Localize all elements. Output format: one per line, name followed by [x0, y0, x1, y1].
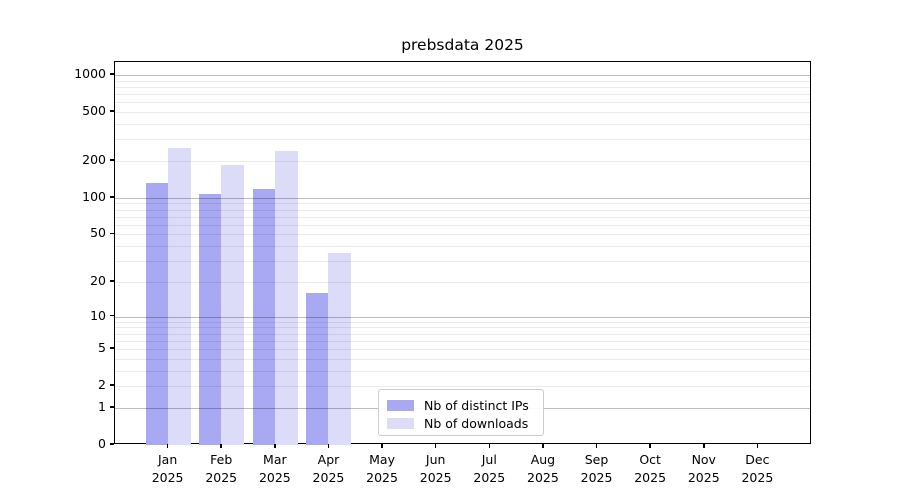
- y-axis-tick: [110, 159, 114, 161]
- grid-line-minor: [115, 321, 810, 323]
- grid-line-minor: [115, 358, 810, 360]
- x-axis-tick-label: Jul 2025: [473, 452, 506, 485]
- grid-line-minor: [115, 124, 810, 126]
- x-axis-tick: [220, 444, 222, 448]
- legend-swatch-distinct-ips: [387, 399, 414, 411]
- bar-distinct-ips-apr: [306, 293, 330, 445]
- grid-line-minor: [115, 112, 810, 114]
- bar-downloads-feb: [221, 164, 245, 445]
- grid-line-major: [115, 75, 810, 77]
- bar-distinct-ips-jan: [145, 183, 169, 445]
- x-axis-tick-label: Aug 2025: [527, 452, 559, 485]
- y-axis-tick-label: 200: [82, 152, 106, 168]
- x-axis-tick-label: Jan 2025: [151, 452, 184, 485]
- x-axis-tick: [434, 444, 437, 448]
- grid-line-minor: [115, 349, 810, 351]
- legend-label-distinct-ips: Nb of distinct IPs: [424, 397, 529, 413]
- grid-line-minor: [115, 246, 810, 248]
- y-axis-tick-label: 1000: [74, 66, 106, 82]
- y-axis-tick-label: 10: [90, 307, 106, 323]
- y-axis-tick: [110, 347, 114, 349]
- legend: Nb of distinct IPs Nb of downloads: [378, 389, 544, 436]
- grid-line-minor: [115, 340, 810, 342]
- grid-line-minor: [115, 333, 810, 335]
- y-axis-tick-label: 2: [98, 377, 106, 393]
- grid-line-minor: [115, 209, 810, 211]
- grid-line-major: [115, 316, 810, 318]
- y-axis-tick-label: 100: [82, 188, 106, 204]
- grid-line-minor: [115, 370, 810, 372]
- y-axis-tick-label: 5: [98, 340, 106, 356]
- grid-line-minor: [115, 86, 810, 88]
- grid-line-minor: [115, 327, 810, 329]
- legend-swatch-downloads: [387, 417, 414, 429]
- grid-line-minor: [115, 139, 810, 141]
- y-axis-tick-label: 0: [98, 436, 106, 451]
- x-axis-tick: [327, 444, 330, 448]
- legend-item-downloads: Nb of downloads: [387, 414, 535, 432]
- y-axis-tick-label: 1: [98, 398, 106, 414]
- bar-distinct-ips-feb: [199, 193, 223, 445]
- grid-line-minor: [115, 203, 810, 205]
- x-axis-tick-label: Jun 2025: [419, 452, 452, 485]
- x-axis-tick-label: Nov 2025: [687, 452, 720, 485]
- grid-line-minor: [115, 386, 810, 388]
- x-axis-tick-label: Oct 2025: [634, 452, 667, 485]
- legend-label-downloads: Nb of downloads: [424, 415, 529, 431]
- legend-item-distinct-ips: Nb of distinct IPs: [387, 396, 535, 414]
- x-axis-tick-label: May 2025: [366, 452, 398, 485]
- y-axis-tick: [110, 314, 114, 317]
- y-axis-tick: [110, 110, 114, 112]
- y-axis-tick: [110, 384, 114, 386]
- grid-line-major: [115, 197, 810, 199]
- plot-area: [114, 61, 811, 445]
- x-axis-tick: [488, 444, 491, 448]
- x-axis-tick-label: Mar 2025: [258, 452, 291, 485]
- x-axis-tick: [703, 444, 705, 448]
- x-axis-tick: [756, 444, 759, 448]
- bar-distinct-ips-mar: [252, 188, 276, 445]
- grid-line-minor: [115, 94, 810, 96]
- x-axis-tick: [649, 444, 651, 448]
- x-axis-tick: [381, 444, 383, 448]
- x-axis-tick-label: Feb 2025: [205, 452, 238, 485]
- y-axis-tick-label: 20: [90, 272, 106, 288]
- bar-downloads-mar: [274, 150, 298, 445]
- bar-downloads-apr: [328, 253, 352, 445]
- x-axis-tick: [595, 444, 598, 448]
- x-axis-tick-label: Sep 2025: [580, 452, 613, 485]
- grid-line-minor: [115, 281, 810, 283]
- x-axis-tick: [274, 444, 276, 448]
- grid-line-minor: [115, 261, 810, 263]
- y-axis-tick-label: 50: [90, 225, 106, 241]
- y-axis-tick: [110, 73, 114, 75]
- y-axis-tick: [110, 232, 114, 235]
- bar-downloads-jan: [167, 147, 191, 445]
- x-axis-tick: [542, 444, 544, 448]
- y-axis-tick: [110, 280, 114, 282]
- grid-line-minor: [115, 234, 810, 236]
- grid-line-minor: [115, 224, 810, 226]
- grid-line-minor: [115, 80, 810, 82]
- y-axis-tick: [110, 443, 114, 445]
- chart-title: prebsdata 2025: [401, 36, 524, 54]
- grid-line-minor: [115, 161, 810, 163]
- grid-line-minor: [115, 102, 810, 104]
- x-axis-tick: [166, 444, 169, 448]
- y-axis-tick-label: 500: [82, 103, 106, 119]
- x-axis-tick-label: Apr 2025: [312, 452, 345, 485]
- grid-line-minor: [115, 216, 810, 218]
- y-axis-tick: [110, 196, 114, 198]
- y-axis-tick: [110, 406, 114, 408]
- x-axis-tick-label: Dec 2025: [741, 452, 774, 485]
